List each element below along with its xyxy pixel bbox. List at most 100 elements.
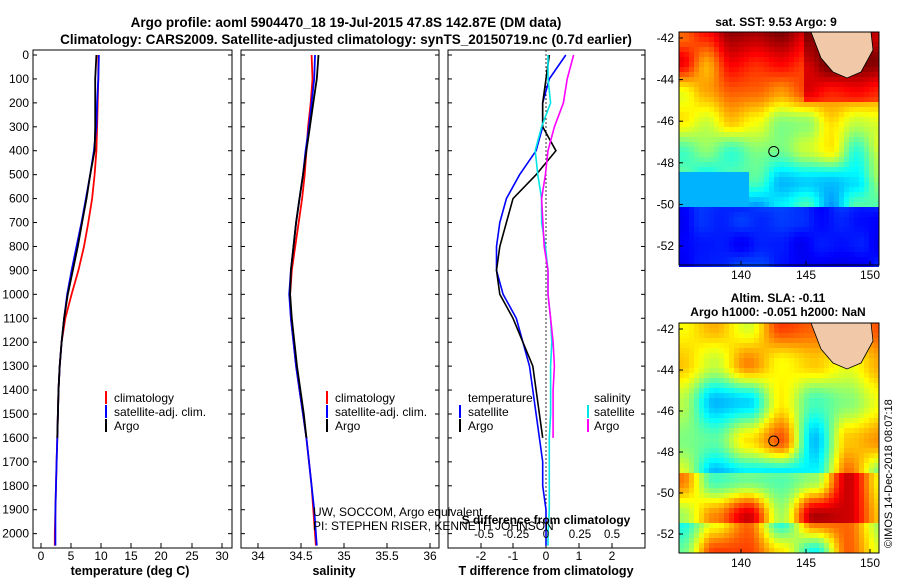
sst-cell: [684, 227, 689, 232]
sla-cell: [819, 433, 824, 438]
sla-cell: [799, 438, 804, 443]
sst-cell: [759, 42, 764, 47]
sla-cell: [844, 428, 849, 433]
sst-cell: [679, 177, 684, 182]
sst-cell: [764, 157, 769, 162]
sst-cell: [829, 127, 834, 132]
sst-cell: [869, 52, 874, 57]
sst-cell: [784, 137, 789, 142]
sla-cell: [679, 388, 684, 393]
sla-cell: [739, 378, 744, 383]
sst-cell: [804, 157, 809, 162]
sst-cell: [804, 182, 809, 187]
sst-cell: [779, 142, 784, 147]
sst-cell: [689, 72, 694, 77]
temperature-axis-label: temperature (deg C): [71, 564, 190, 578]
sst-cell: [819, 112, 824, 117]
sst-cell: [859, 157, 864, 162]
sst-cell: [694, 177, 699, 182]
sla-cell: [694, 533, 699, 538]
sla-cell: [834, 503, 839, 508]
sla-cell: [709, 473, 714, 478]
sst-cell: [724, 252, 729, 257]
sst-cell: [694, 122, 699, 127]
sst-cell: [754, 177, 759, 182]
sst-cell: [864, 242, 869, 247]
sst-cell: [834, 147, 839, 152]
sst-cell: [849, 207, 854, 212]
sla-cell: [779, 328, 784, 333]
sla-cell: [859, 428, 864, 433]
sla-cell: [784, 358, 789, 363]
sst-cell: [684, 257, 689, 262]
sst-cell: [814, 77, 819, 82]
sst-cell: [874, 47, 879, 52]
sla-cell: [784, 503, 789, 508]
sla-cell: [804, 398, 809, 403]
sla-cell: [809, 323, 814, 328]
sst-cell: [719, 77, 724, 82]
sst-cell: [714, 217, 719, 222]
sst-cell: [749, 147, 754, 152]
sst-ylabel--46: -46: [657, 114, 675, 128]
sla-cell: [774, 498, 779, 503]
sla-cell: [729, 493, 734, 498]
sst-cell: [724, 222, 729, 227]
sla-cell: [774, 373, 779, 378]
sst-cell: [789, 207, 794, 212]
sla-cell: [759, 483, 764, 488]
sst-cell: [864, 202, 869, 207]
sla-cell: [829, 488, 834, 493]
sla-cell: [864, 413, 869, 418]
tdiff-axis-label: T difference from climatology: [458, 564, 633, 578]
sla-cell: [874, 473, 879, 478]
sst-cell: [854, 142, 859, 147]
sst-cell: [844, 192, 849, 197]
sla-cell: [829, 408, 834, 413]
sst-cell: [834, 232, 839, 237]
sla-cell: [794, 518, 799, 523]
sla-cell: [729, 418, 734, 423]
sla-cell: [694, 393, 699, 398]
sla-cell: [729, 533, 734, 538]
sla-cell: [679, 338, 684, 343]
sst-cell: [854, 212, 859, 217]
sla-cell: [754, 338, 759, 343]
sst-cell: [759, 112, 764, 117]
sst-cell: [869, 87, 874, 92]
sst-cell: [714, 52, 719, 57]
sst-cell: [689, 257, 694, 262]
sla-cell: [694, 453, 699, 458]
sst-cell: [839, 167, 844, 172]
sla-cell: [764, 393, 769, 398]
sla-cell: [779, 523, 784, 528]
sst-cell: [814, 197, 819, 202]
sst-cell: [814, 202, 819, 207]
sst-cell: [769, 217, 774, 222]
sst-cell: [719, 107, 724, 112]
sla-cell: [809, 433, 814, 438]
sst-cell: [704, 157, 709, 162]
sla-cell: [834, 413, 839, 418]
sst-cell: [714, 207, 719, 212]
sst-cell: [834, 117, 839, 122]
sla-cell: [824, 363, 829, 368]
sst-cell: [749, 202, 754, 207]
sla-cell: [774, 528, 779, 533]
sla-cell: [814, 493, 819, 498]
sst-cell: [784, 197, 789, 202]
sst-cell: [714, 37, 719, 42]
sla-cell: [699, 358, 704, 363]
sla-cell: [874, 533, 879, 538]
sst-cell: [874, 252, 879, 257]
sst-cell: [774, 142, 779, 147]
sst-cell: [734, 42, 739, 47]
sla-cell: [739, 498, 744, 503]
sla-cell: [794, 323, 799, 328]
sst-cell: [789, 72, 794, 77]
sst-cell: [814, 92, 819, 97]
sla-cell: [814, 448, 819, 453]
sst-cell: [769, 232, 774, 237]
sla-cell: [739, 448, 744, 453]
sla-cell: [699, 508, 704, 513]
